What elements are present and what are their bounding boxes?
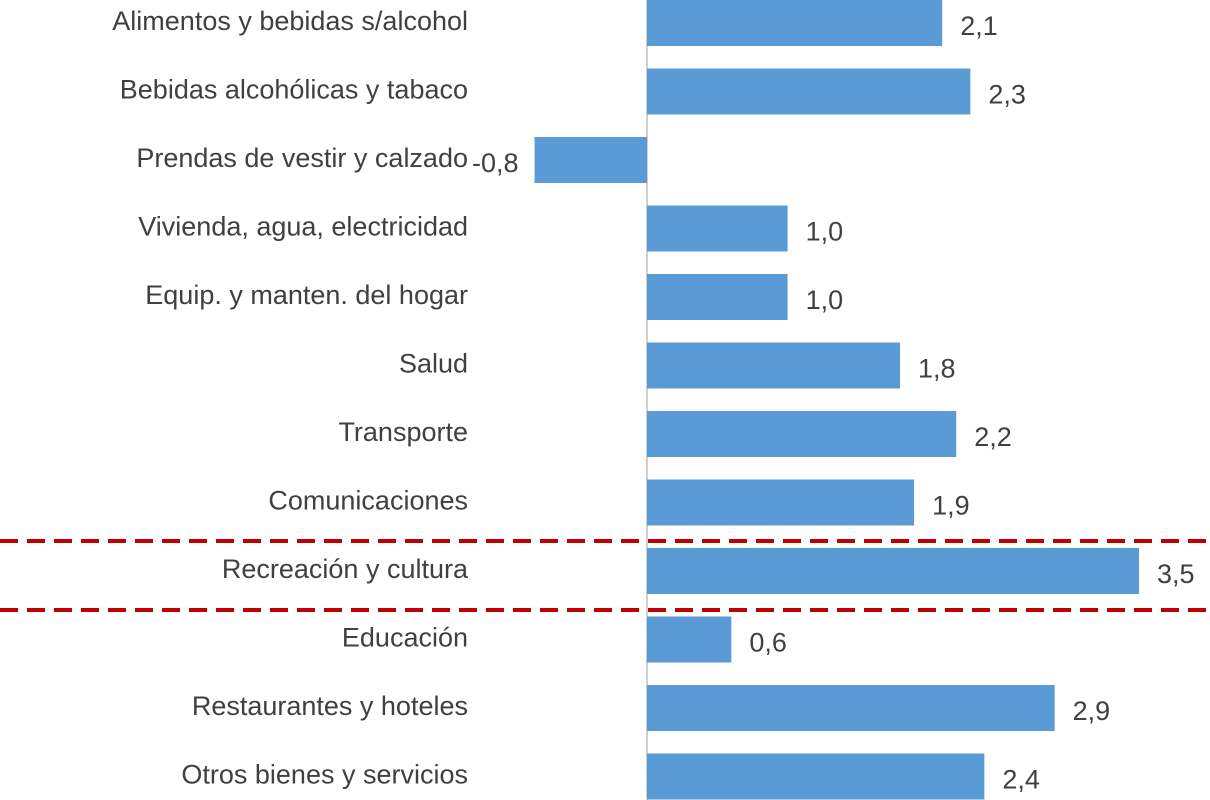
category-label: Comunicaciones: [268, 486, 468, 516]
value-label: 2,3: [988, 80, 1026, 110]
category-label: Otros bienes y servicios: [181, 760, 468, 790]
value-label: 0,6: [749, 628, 787, 658]
value-label: 2,1: [960, 11, 998, 41]
category-label: Transporte: [338, 417, 468, 447]
value-label: 2,4: [1002, 765, 1040, 795]
bar: [647, 685, 1055, 731]
value-label: -0,8: [472, 148, 519, 178]
category-label: Equip. y manten. del hogar: [145, 280, 468, 310]
bar: [647, 68, 971, 115]
bar: [647, 479, 915, 526]
category-label: Educación: [342, 623, 468, 653]
bar: [647, 548, 1139, 594]
category-label: Alimentos y bebidas s/alcohol: [112, 6, 468, 36]
category-label: Restaurantes y hoteles: [192, 691, 468, 721]
bar: [647, 342, 901, 389]
bar: [647, 411, 957, 457]
value-label: 1,0: [806, 217, 844, 247]
value-label: 3,5: [1157, 559, 1195, 589]
bar: [647, 753, 985, 800]
value-label: 1,8: [918, 354, 956, 384]
bar: [647, 274, 788, 320]
category-label: Prendas de vestir y calzado: [136, 143, 468, 173]
value-label: 1,0: [806, 285, 844, 315]
bar: [647, 616, 732, 663]
bar: [647, 205, 788, 252]
category-label: Salud: [399, 349, 468, 379]
category-label: Recreación y cultura: [222, 554, 469, 584]
value-label: 2,9: [1073, 696, 1111, 726]
bar: [647, 0, 943, 46]
bar: [534, 137, 647, 183]
category-label: Vivienda, agua, electricidad: [138, 212, 468, 242]
value-label: 2,2: [974, 422, 1012, 452]
category-label: Bebidas alcohólicas y tabaco: [120, 75, 468, 105]
value-label: 1,9: [932, 491, 970, 521]
